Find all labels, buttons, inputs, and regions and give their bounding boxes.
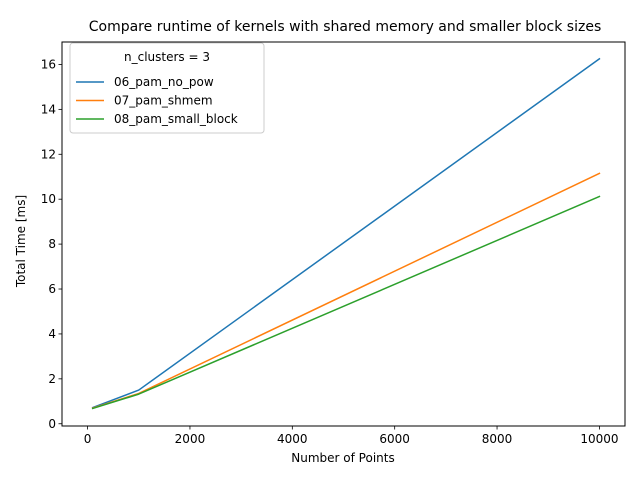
y-tick-label: 16 [41, 57, 56, 71]
y-tick-label: 8 [48, 237, 56, 251]
y-tick-label: 0 [48, 417, 56, 431]
x-tick-label: 4000 [277, 432, 308, 446]
y-axis: 0 2 4 6 8 10 12 14 16 [41, 57, 62, 431]
x-tick-label: 8000 [482, 432, 513, 446]
y-tick-label: 6 [48, 282, 56, 296]
x-axis-label: Number of Points [291, 451, 394, 465]
x-tick-label: 6000 [379, 432, 410, 446]
x-tick-label: 0 [84, 432, 92, 446]
y-tick-label: 14 [41, 102, 56, 116]
y-tick-label: 12 [41, 147, 56, 161]
legend: n_clusters = 3 06_pam_no_pow 07_pam_shmem… [69, 42, 265, 134]
series-line-3 [91, 195, 601, 410]
chart-title: Compare runtime of kernels with shared m… [89, 19, 602, 35]
legend-entries: 06_pam_no_pow 07_pam_shmem 08_pam_small_bl… [76, 75, 238, 126]
legend-box [69, 42, 265, 134]
legend-title: n_clusters = 3 [124, 50, 210, 64]
legend-label-1: 06_pam_no_pow [114, 75, 214, 89]
y-axis-label: Total Time [ms] [14, 195, 28, 288]
y-tick-label: 2 [48, 372, 56, 386]
y-tick-label: 4 [48, 327, 56, 341]
series-line-1 [91, 57, 601, 409]
x-tick-label: 2000 [175, 432, 206, 446]
plot-frame [61, 41, 626, 427]
legend-label-2: 07_pam_shmem [114, 94, 213, 108]
series-layer [91, 57, 601, 410]
x-tick-label: 10000 [580, 432, 618, 446]
y-tick-label: 10 [41, 192, 56, 206]
x-axis: 0 2000 4000 6000 8000 10000 [84, 426, 619, 446]
legend-label-3: 08_pam_small_block [114, 112, 238, 126]
